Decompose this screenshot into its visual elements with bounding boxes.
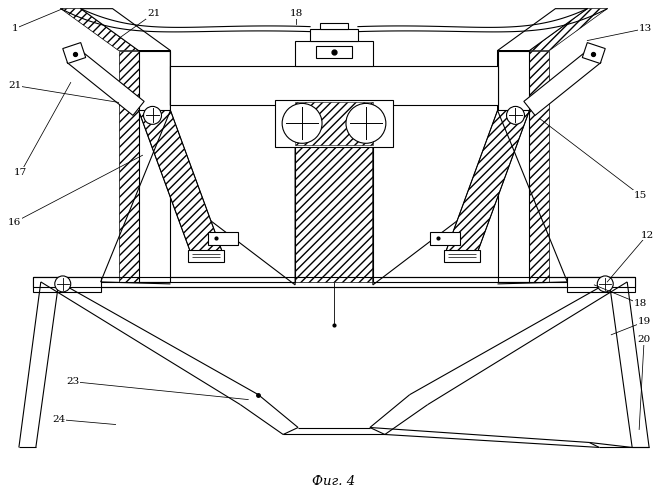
Text: 17: 17	[14, 168, 27, 176]
Polygon shape	[530, 50, 549, 282]
Text: 21: 21	[8, 81, 21, 90]
Polygon shape	[170, 50, 295, 285]
Polygon shape	[63, 42, 86, 64]
Circle shape	[506, 106, 524, 124]
Circle shape	[597, 276, 613, 292]
Text: 18: 18	[289, 9, 303, 18]
Text: 15: 15	[633, 190, 647, 200]
Polygon shape	[444, 250, 480, 262]
Circle shape	[55, 276, 71, 292]
Polygon shape	[188, 250, 224, 262]
Polygon shape	[275, 100, 393, 148]
Circle shape	[346, 104, 386, 144]
Polygon shape	[138, 110, 222, 252]
Text: Фиг. 4: Фиг. 4	[313, 475, 355, 488]
Polygon shape	[81, 8, 170, 50]
Text: 12: 12	[641, 230, 654, 239]
Polygon shape	[208, 232, 238, 245]
Text: 20: 20	[637, 336, 651, 344]
Text: 19: 19	[637, 318, 651, 326]
Text: 16: 16	[8, 218, 21, 226]
Polygon shape	[530, 8, 607, 50]
Text: 1: 1	[11, 24, 18, 33]
Polygon shape	[430, 232, 460, 245]
Text: 21: 21	[147, 9, 160, 18]
Polygon shape	[33, 277, 101, 292]
Polygon shape	[33, 277, 635, 287]
Circle shape	[144, 106, 162, 124]
Polygon shape	[170, 66, 498, 106]
Text: 24: 24	[52, 415, 65, 424]
Polygon shape	[138, 50, 170, 282]
Polygon shape	[582, 42, 605, 64]
Polygon shape	[295, 106, 373, 282]
Polygon shape	[498, 8, 587, 50]
Polygon shape	[320, 22, 348, 28]
Text: 23: 23	[66, 377, 79, 386]
Polygon shape	[524, 48, 601, 116]
Polygon shape	[567, 277, 635, 292]
Circle shape	[282, 104, 322, 144]
Text: 13: 13	[639, 24, 652, 33]
Polygon shape	[61, 8, 138, 50]
Polygon shape	[316, 46, 352, 58]
Polygon shape	[295, 102, 373, 146]
Polygon shape	[373, 50, 498, 285]
Polygon shape	[295, 40, 373, 66]
Polygon shape	[310, 28, 358, 40]
Polygon shape	[446, 110, 530, 252]
Polygon shape	[119, 50, 138, 282]
Polygon shape	[67, 48, 144, 116]
Text: 18: 18	[633, 300, 647, 308]
Polygon shape	[498, 50, 530, 282]
